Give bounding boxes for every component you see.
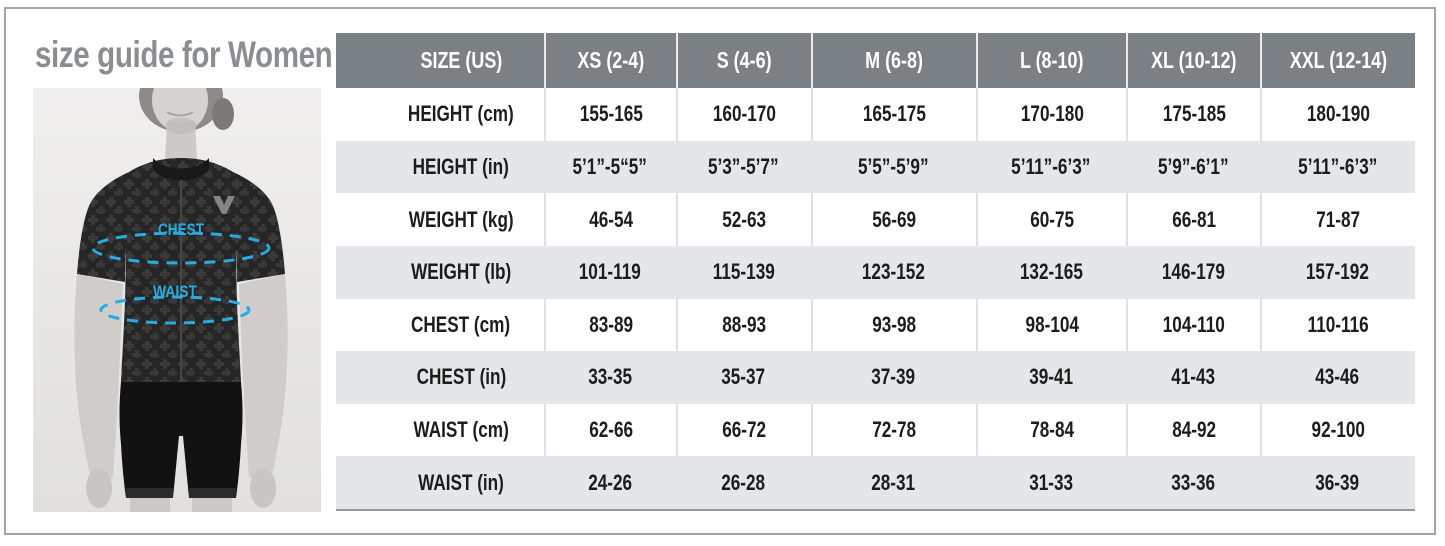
table-cell: 93-98 xyxy=(810,298,976,352)
table-row-weight-kg: WEIGHT (kg) 46-54 52-63 56-69 60-75 66-8… xyxy=(336,193,1415,246)
model-mouth xyxy=(166,111,194,117)
table-row-chest-in: CHEST (in) 33-35 35-37 37-39 39-41 41-43… xyxy=(336,351,1415,404)
model-photo-svg: CHEST WAIST xyxy=(33,88,321,512)
table-cell: 5’5”-5’9” xyxy=(858,153,929,179)
header-cell-xl: XL (10-12) xyxy=(1125,33,1260,88)
table-cell: 84-92 xyxy=(1125,403,1260,457)
table-cell: 5’9”-6’1” xyxy=(1157,153,1229,179)
size-table: SIZE (US) XS (2-4) S (4-6) M (6-8) L (8-… xyxy=(336,33,1415,511)
jersey-logo-icon xyxy=(213,196,235,214)
header-cell-m: M (6-8) xyxy=(810,33,976,88)
table-cell: 5’11”-6’3” xyxy=(1297,153,1377,179)
model-shorts xyxy=(119,382,243,498)
row-label: CHEST (in) xyxy=(416,364,506,390)
header-cell-xs: XS (2-4) xyxy=(544,33,676,88)
table-cell: 115-139 xyxy=(712,259,775,285)
header-cell-size-us: SIZE (US) xyxy=(420,47,502,73)
table-cell: 35-37 xyxy=(721,364,766,390)
table-cell: 43-46 xyxy=(1315,364,1360,390)
table-row-weight-lb: WEIGHT (lb) 101-119 115-139 123-152 132-… xyxy=(336,245,1415,299)
chest-measurement-ellipse xyxy=(91,231,271,265)
waist-annotation-label: WAIST xyxy=(153,282,197,301)
table-cell: 26-28 xyxy=(721,469,766,495)
table-cell: 180-190 xyxy=(1259,88,1415,141)
table-cell: 41-43 xyxy=(1170,364,1215,390)
table-cell: 62-66 xyxy=(544,403,676,457)
table-cell: 132-165 xyxy=(1019,259,1083,285)
table-cell: 24-26 xyxy=(588,469,632,495)
table-row-height-cm: HEIGHT (cm) 155-165 160-170 165-175 170-… xyxy=(336,88,1415,141)
chest-annotation-label: CHEST xyxy=(158,220,204,239)
table-cell: 72-78 xyxy=(810,403,976,457)
table-cell: 5’1”-5“5” xyxy=(572,153,648,179)
model-left-arm xyxy=(74,274,123,480)
table-cell: 146-179 xyxy=(1161,259,1225,285)
row-label: CHEST (cm) xyxy=(411,311,511,337)
table-cell: 5’11”-6’3” xyxy=(1011,153,1091,179)
table-cell: 46-54 xyxy=(544,193,676,246)
table-cell: 37-39 xyxy=(871,364,916,390)
table-cell: 52-63 xyxy=(675,193,811,246)
table-cell: 28-31 xyxy=(871,469,916,495)
table-cell: 66-72 xyxy=(675,403,811,457)
row-label: WEIGHT (lb) xyxy=(410,259,512,285)
model-face xyxy=(152,88,208,132)
table-cell: 104-110 xyxy=(1125,298,1260,352)
table-cell: 33-35 xyxy=(588,364,632,390)
model-right-leg xyxy=(192,498,232,512)
model-photo: CHEST WAIST xyxy=(33,88,321,512)
header-cell-l: L (8-10) xyxy=(975,33,1126,88)
table-cell: 88-93 xyxy=(675,298,811,352)
table-row-chest-cm: CHEST (cm) 83-89 88-93 93-98 98-104 104-… xyxy=(336,298,1415,352)
table-cell: 123-152 xyxy=(861,259,925,285)
jersey-left-sleeve xyxy=(77,172,129,282)
table-cell: 101-119 xyxy=(578,259,642,285)
table-cell: 155-165 xyxy=(544,88,676,141)
header-cell-xxl: XXL (12-14) xyxy=(1259,33,1415,88)
table-cell: 71-87 xyxy=(1259,193,1415,246)
table-cell: 60-75 xyxy=(975,193,1126,246)
table-cell: 160-170 xyxy=(675,88,811,141)
model-ponytail xyxy=(212,98,234,130)
table-cell: 92-100 xyxy=(1259,403,1415,457)
table-row-waist-in: WAIST (in) 24-26 26-28 28-31 31-33 33-36… xyxy=(336,456,1415,509)
shorts-left-hem xyxy=(126,488,173,498)
waist-measurement-ellipse xyxy=(99,295,251,325)
table-row-height-in: HEIGHT (in) 5’1”-5“5” 5’3”-5’7” 5’5”-5’9… xyxy=(336,140,1415,194)
row-label: HEIGHT (cm) xyxy=(408,101,514,127)
panel-border xyxy=(4,7,1436,535)
page-title: size guide for Women xyxy=(35,34,333,75)
table-row-waist-cm: WAIST (cm) 62-66 66-72 72-78 78-84 84-92… xyxy=(336,403,1415,457)
table-cell: 175-185 xyxy=(1125,88,1260,141)
row-label: WEIGHT (kg) xyxy=(408,206,514,232)
table-cell: 110-116 xyxy=(1259,298,1415,352)
table-cell: 56-69 xyxy=(810,193,976,246)
table-cell: 78-84 xyxy=(975,403,1126,457)
table-cell: 157-192 xyxy=(1305,259,1369,285)
model-right-arm xyxy=(239,274,288,480)
row-label: WAIST (cm) xyxy=(413,417,509,443)
table-header-row: SIZE (US) XS (2-4) S (4-6) M (6-8) L (8-… xyxy=(336,33,1415,88)
row-label: WAIST (in) xyxy=(418,469,504,495)
chin-shadow xyxy=(165,118,197,134)
jersey-collar xyxy=(153,158,209,181)
table-cell: 66-81 xyxy=(1125,193,1260,246)
model-left-hand xyxy=(86,468,112,508)
table-cell: 36-39 xyxy=(1315,469,1360,495)
table-cell: 98-104 xyxy=(975,298,1126,352)
shorts-right-hem xyxy=(189,488,236,498)
table-cell: 170-180 xyxy=(975,88,1126,141)
table-cell: 31-33 xyxy=(1028,469,1073,495)
table-cell: 83-89 xyxy=(544,298,676,352)
table-cell: 165-175 xyxy=(810,88,976,141)
jersey-right-sleeve xyxy=(233,172,285,282)
table-cell: 33-36 xyxy=(1170,469,1215,495)
model-right-hand xyxy=(250,468,276,508)
model-left-leg xyxy=(130,498,170,512)
row-label: HEIGHT (in) xyxy=(412,153,510,179)
table-cell: 5’3”-5’7” xyxy=(708,153,779,179)
header-cell-s: S (4-6) xyxy=(675,33,811,88)
table-cell: 39-41 xyxy=(1028,364,1073,390)
